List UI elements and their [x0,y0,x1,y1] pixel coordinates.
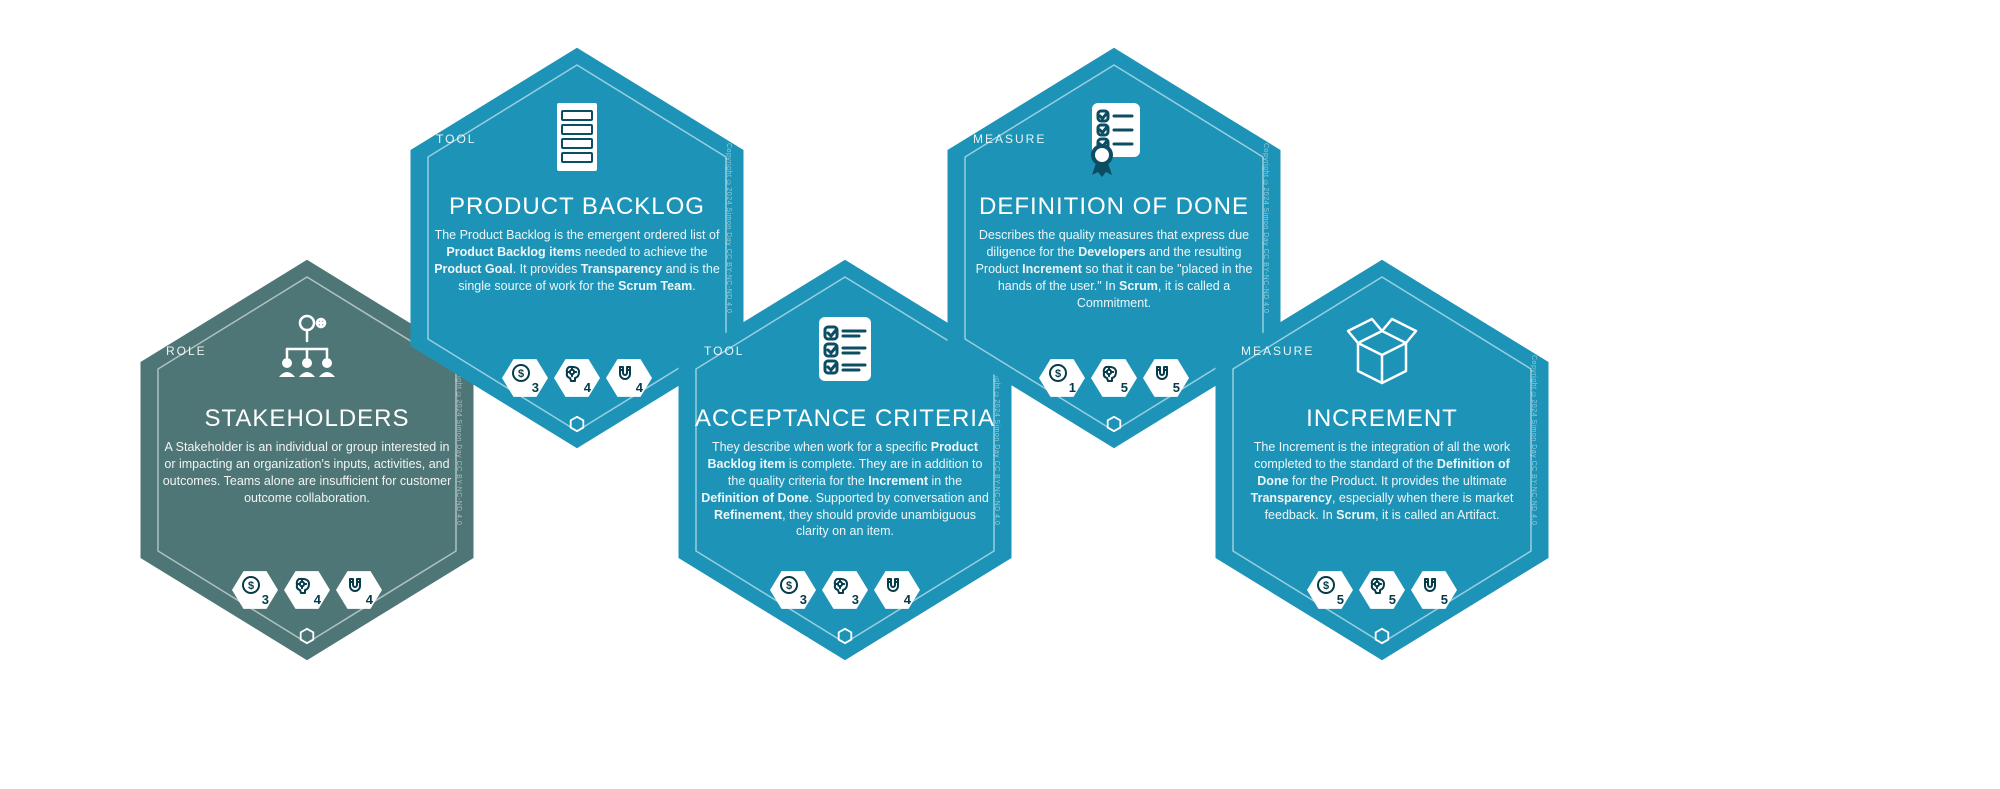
hex-bullet-icon [836,627,854,645]
brain-icon [1100,363,1120,383]
badge-money: $ 3 [232,569,278,611]
checklist-icon [805,309,885,389]
hex-bullet-icon [568,415,586,433]
badge-money: $ 3 [502,357,548,399]
badge-brain: 5 [1359,569,1405,611]
card-description: Describes the quality measures that expr… [969,227,1259,311]
badge-row: $ 5 5 5 [1307,569,1457,611]
badge-value: 4 [904,592,911,607]
badge-value: 5 [1441,592,1448,607]
badge-magnet: 5 [1411,569,1457,611]
badge-row: $ 1 5 5 [1039,357,1189,399]
org-people-icon [267,309,347,389]
card-description: The Increment is the integration of all … [1237,439,1527,523]
badge-money: $ 1 [1039,357,1085,399]
magnet-icon [345,575,365,595]
magnet-icon [1420,575,1440,595]
badge-magnet: 4 [336,569,382,611]
copyright-text: Copyright ©2024 Simon Day CC BY-NC-ND 4.… [993,355,1000,525]
hex-bullet-icon [1105,415,1123,433]
money-icon: $ [1316,575,1336,595]
card-title: STAKEHOLDERS [122,405,492,433]
card-title: ACCEPTANCE CRITERIA [660,405,1030,433]
card-title: INCREMENT [1197,405,1567,433]
money-icon: $ [241,575,261,595]
svg-text:$: $ [786,580,792,592]
copyright-text: Copyright ©2024 Simon Day CC BY-NC-ND 4.… [1530,355,1537,525]
badge-value: 4 [584,380,591,395]
badge-value: 1 [1069,380,1076,395]
money-icon: $ [1048,363,1068,383]
badge-value: 4 [314,592,321,607]
category-label: TOOL [704,344,744,358]
svg-text:$: $ [1323,580,1329,592]
card-description: A Stakeholder is an individual or group … [162,439,452,507]
badge-value: 3 [532,380,539,395]
badge-magnet: 4 [874,569,920,611]
copyright-text: Copyright ©2024 Simon Day CC BY-NC-ND 4.… [455,355,462,525]
badge-brain: 4 [554,357,600,399]
hex-bullet-icon [1373,627,1391,645]
badge-value: 5 [1337,592,1344,607]
category-label: TOOL [436,132,476,146]
card-title: DEFINITION OF DONE [929,193,1299,221]
brain-icon [293,575,313,595]
badge-money: $ 3 [770,569,816,611]
badge-value: 4 [366,592,373,607]
money-icon: $ [779,575,799,595]
badge-magnet: 4 [606,357,652,399]
category-label: MEASURE [973,132,1046,146]
badge-value: 5 [1389,592,1396,607]
badge-brain: 3 [822,569,868,611]
badge-value: 3 [262,592,269,607]
badge-money: $ 5 [1307,569,1353,611]
open-box-icon [1342,309,1422,389]
list-doc-icon [537,97,617,177]
badge-magnet: 5 [1143,357,1189,399]
brain-icon [831,575,851,595]
svg-text:$: $ [1055,368,1061,380]
svg-text:$: $ [248,580,254,592]
category-label: MEASURE [1241,344,1314,358]
badge-value: 4 [636,380,643,395]
svg-text:$: $ [518,368,524,380]
category-label: ROLE [166,344,207,358]
brain-icon [1368,575,1388,595]
hex-bullet-icon [298,627,316,645]
brain-icon [563,363,583,383]
card-description: The Product Backlog is the emergent orde… [432,227,722,295]
checklist-ribbon-icon [1074,97,1154,177]
badge-value: 3 [800,592,807,607]
card-description: They describe when work for a specific P… [700,439,990,540]
badge-value: 3 [852,592,859,607]
badge-brain: 5 [1091,357,1137,399]
magnet-icon [615,363,635,383]
badge-brain: 4 [284,569,330,611]
money-icon: $ [511,363,531,383]
badge-value: 5 [1173,380,1180,395]
badge-value: 5 [1121,380,1128,395]
copyright-text: Copyright ©2024 Simon Day CC BY-NC-ND 4.… [1262,143,1269,313]
badge-row: $ 3 3 4 [770,569,920,611]
magnet-icon [883,575,903,595]
copyright-text: Copyright ©2024 Simon Day CC BY-NC-ND 4.… [725,143,732,313]
card-title: PRODUCT BACKLOG [392,193,762,221]
magnet-icon [1152,363,1172,383]
badge-row: $ 3 4 4 [232,569,382,611]
badge-row: $ 3 4 4 [502,357,652,399]
